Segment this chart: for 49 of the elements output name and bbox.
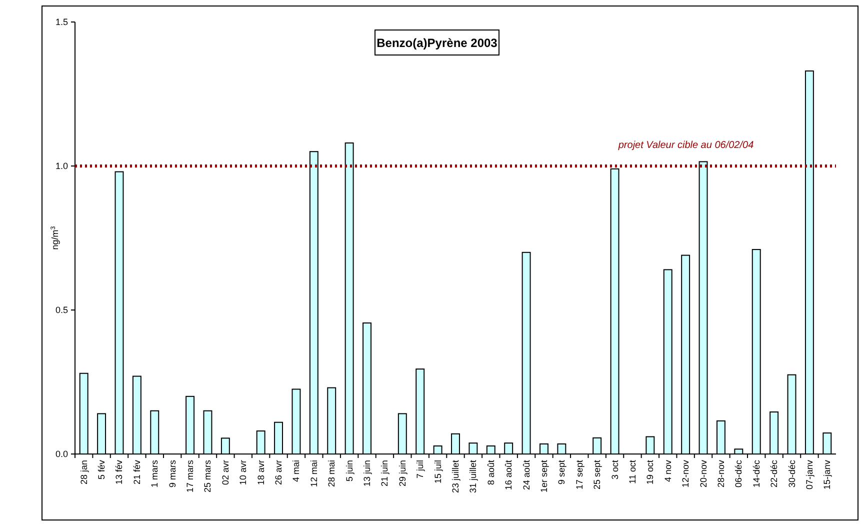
x-tick-label: 02 avr	[220, 460, 230, 486]
x-tick-label: 16 août	[504, 460, 514, 490]
x-tick-label: 5 juin	[344, 460, 354, 482]
x-tick-label: 15-janv	[822, 460, 832, 490]
x-tick-label: 28-nov	[716, 460, 726, 488]
x-tick-label: 14-déc	[751, 460, 762, 488]
x-tick-label: 5 fév	[96, 460, 107, 480]
text: Benzo(a)Pyrène 2003	[376, 36, 498, 50]
x-tick-label: 4 mai	[291, 460, 302, 482]
x-tick-label: 19 oct	[645, 460, 656, 485]
x-tick-label: 21 juin	[380, 460, 390, 487]
x-tick-label: 26 avr	[274, 460, 284, 486]
ref-line-label: projet Valeur cible au 06/02/04	[617, 140, 754, 151]
x-tick-label: 12 mai	[308, 460, 319, 488]
x-tick-label: 06-déc	[734, 460, 744, 488]
x-tick-label: 17 sept	[574, 460, 584, 490]
x-tick-label: 18 avr	[256, 460, 266, 486]
x-tick-label: 10 avr	[238, 460, 248, 486]
x-tick-label: 23 juillet	[450, 460, 460, 494]
x-tick-label: 9 mars	[167, 460, 178, 488]
x-tick-label: 24 août	[521, 460, 532, 490]
y-tick-label: 1.0	[55, 161, 68, 172]
x-tick-label: 13 juin	[362, 460, 372, 487]
x-tick-label: 28 jan	[78, 460, 89, 485]
x-tick-label: 8 août	[486, 460, 496, 486]
x-tick-label: 15 juil	[432, 460, 443, 484]
x-tick-label: 31 juillet	[468, 460, 478, 494]
x-tick-label: 11 oct	[627, 460, 638, 484]
x-tick-label: 12-nov	[680, 460, 691, 488]
x-tick-label: 07-janv	[804, 460, 814, 490]
x-tick-label: 7 juil	[415, 460, 426, 479]
y-tick-label: 0.0	[55, 449, 68, 460]
x-tick-label: 22-déc	[769, 460, 780, 488]
x-tick-label: 9 sept	[556, 460, 567, 485]
x-tick-label: 29 juin	[397, 460, 408, 487]
y-tick-label: 0.5	[55, 305, 68, 316]
x-tick-label: 3 oct	[610, 460, 620, 480]
x-tick-label: 4 nov	[662, 460, 673, 482]
x-tick-label: 21 fév	[132, 460, 142, 485]
x-tick-label: 1er sept	[538, 460, 549, 493]
x-tick-label: 20-nov	[698, 460, 708, 488]
x-tick-label: 25 sept	[592, 460, 602, 490]
x-tick-label: 13 fév	[114, 460, 124, 485]
y-tick-label: 1.5	[55, 17, 68, 28]
x-tick-label: 1 mars	[150, 460, 160, 488]
x-tick-label: 30-déc	[786, 460, 797, 488]
x-tick-label: 17 mars	[185, 460, 196, 493]
x-tick-label: 25 mars	[202, 460, 213, 493]
x-tick-label: 28 mai	[326, 460, 337, 488]
